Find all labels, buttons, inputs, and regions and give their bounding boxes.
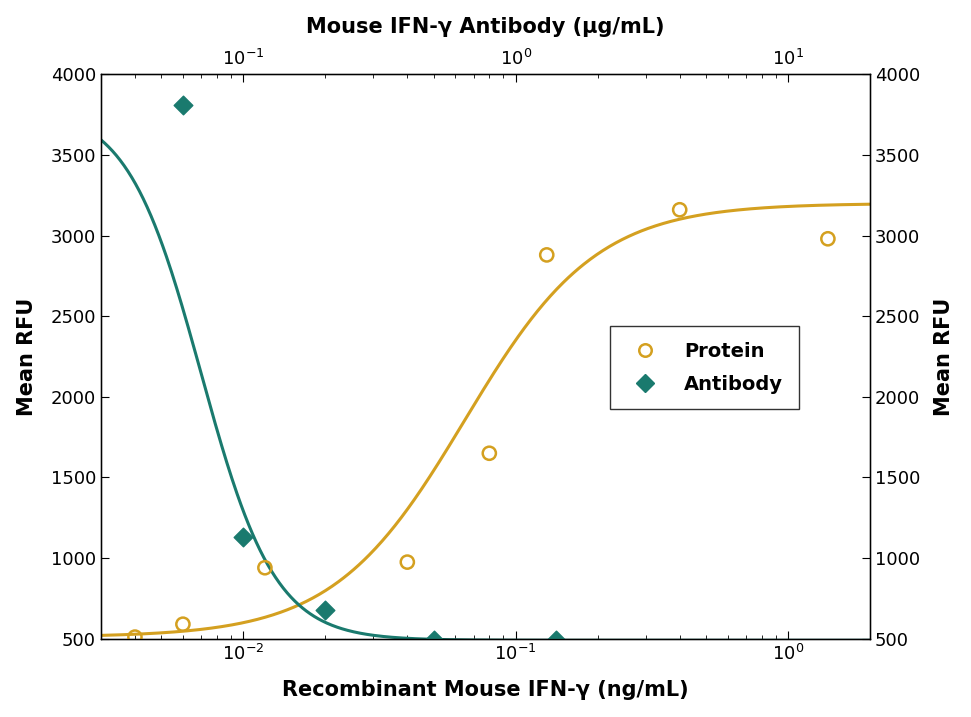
- Point: [820, 233, 836, 244]
- X-axis label: Mouse IFN-γ Antibody (μg/mL): Mouse IFN-γ Antibody (μg/mL): [306, 16, 665, 37]
- Point: [318, 604, 333, 615]
- Point: [672, 204, 687, 216]
- Point: [426, 635, 442, 646]
- Point: [482, 447, 497, 459]
- Point: [127, 632, 143, 643]
- Point: [72, 120, 87, 132]
- X-axis label: Recombinant Mouse IFN-γ (ng/mL): Recombinant Mouse IFN-γ (ng/mL): [283, 680, 688, 701]
- Point: [257, 562, 273, 574]
- Legend: Protein, Antibody: Protein, Antibody: [611, 326, 799, 409]
- Y-axis label: Mean RFU: Mean RFU: [17, 298, 37, 416]
- Point: [175, 99, 190, 110]
- Point: [399, 556, 415, 568]
- Point: [175, 619, 190, 630]
- Point: [539, 250, 554, 261]
- Y-axis label: Mean RFU: Mean RFU: [934, 298, 954, 416]
- Point: [548, 635, 563, 646]
- Point: [236, 531, 251, 543]
